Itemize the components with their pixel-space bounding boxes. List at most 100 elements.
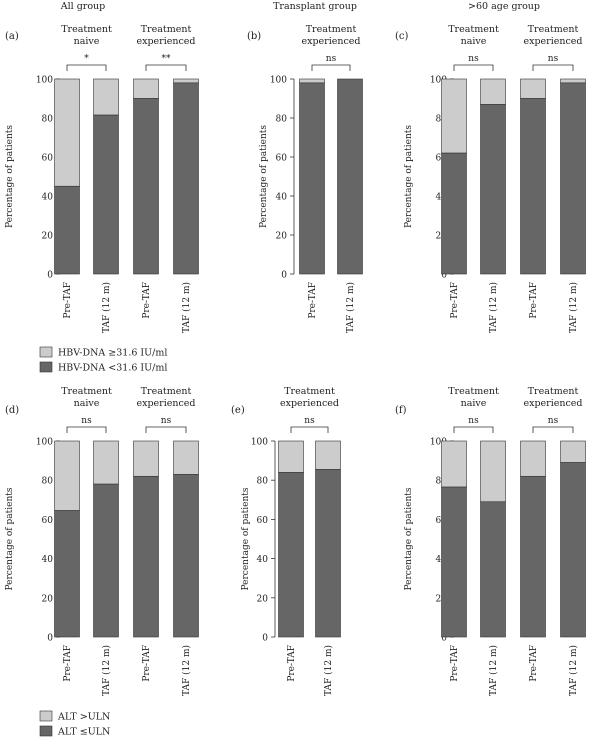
bar-segment-lower <box>173 474 199 638</box>
y-tick-label: 0 <box>47 271 53 281</box>
legend-alt-swatch-high <box>39 710 53 722</box>
legend-hbv-swatch-low <box>39 361 53 373</box>
bar-segment-upper <box>173 440 199 475</box>
legend-hbv-label-low: HBV-DNA <31.6 IU/ml <box>58 363 167 374</box>
x-category-label: Pre-TAF <box>450 645 460 682</box>
y-tick-label: 40 <box>257 555 269 565</box>
group-label-line2: naive <box>461 398 487 409</box>
bar-segment-lower <box>520 475 546 638</box>
y-tick-label: 0 <box>441 634 447 644</box>
significance-bracket <box>66 64 107 71</box>
group-label-line1: Treatment <box>448 24 499 35</box>
bar-segment-upper <box>520 440 546 477</box>
bar-segment-upper <box>480 78 506 105</box>
significance-label: ns <box>468 416 479 426</box>
y-axis-label: Percentage of patients <box>404 125 414 228</box>
group-label-line1: Treatment <box>141 24 192 35</box>
y-tick-label: 60 <box>276 154 288 164</box>
group-label-line2: experienced <box>301 36 360 47</box>
y-tick-label: 100 <box>36 76 53 86</box>
bar-segment-lower <box>560 462 586 638</box>
panel-label: (a) <box>5 31 19 42</box>
bar-segment-upper <box>133 78 159 99</box>
y-tick-label: 0 <box>281 271 287 281</box>
panel-b: (b) 0 20 40 60 80 100 Percentage of patients Pre… <box>247 24 363 333</box>
y-tick-label: 100 <box>251 438 268 448</box>
significance-bracket <box>532 64 574 71</box>
group-label-line2: experienced <box>280 398 339 409</box>
group-label-line2: naive <box>461 36 487 47</box>
y-tick-label: 80 <box>42 115 54 125</box>
significance-bracket <box>453 426 494 433</box>
significance-label: * <box>84 54 89 64</box>
y-tick-label: 0 <box>441 271 447 281</box>
significance-bracket <box>290 426 329 433</box>
group-label-line1: Treatment <box>528 24 579 35</box>
significance-bracket <box>453 64 494 71</box>
legend-alt-label-high: ALT >ULN <box>57 712 110 723</box>
bar-segment-upper <box>93 78 119 116</box>
y-tick-label: 60 <box>257 516 269 526</box>
legend-alt-label-low: ALT ≤ULN <box>57 727 110 738</box>
y-tick-label: 100 <box>270 76 287 86</box>
significance-label: ns <box>548 416 559 426</box>
bar-segment-upper <box>173 78 199 84</box>
y-axis-label: Percentage of patients <box>5 487 15 590</box>
y-tick-label: 100 <box>430 438 447 448</box>
y-axis-label: Percentage of patients <box>241 487 251 590</box>
y-tick-label: 40 <box>42 555 54 565</box>
y-tick-label: 20 <box>42 594 54 604</box>
bar-segment-upper <box>93 440 119 485</box>
group-label-line1: Treatment <box>61 386 112 397</box>
y-tick-label: 40 <box>276 193 288 203</box>
bar-segment-lower <box>133 98 159 275</box>
y-tick-label: 100 <box>36 438 53 448</box>
y-tick-label: 20 <box>42 232 54 242</box>
x-category-label: TAF (12 m) <box>181 282 192 333</box>
y-tick-label: 80 <box>257 477 269 487</box>
bar-segment-lower <box>337 78 363 275</box>
bar-segment-lower <box>520 98 546 275</box>
y-axis-label: Percentage of patients <box>5 125 15 228</box>
bar-segment-upper <box>520 78 546 99</box>
panel-e: (e) 0 20 40 60 80 100 Percentage of patients Pre… <box>231 386 341 696</box>
x-category-label: TAF (12 m) <box>101 282 112 333</box>
significance-bracket <box>311 64 351 71</box>
x-category-label: TAF (12 m) <box>101 645 112 696</box>
group-label-line1: Treatment <box>141 386 192 397</box>
legend-hbv-swatch-high <box>39 346 53 358</box>
bar-segment-lower <box>93 483 119 638</box>
bar-segment-lower <box>480 501 506 638</box>
panel-label: (d) <box>5 405 19 416</box>
y-tick-label: 0 <box>47 634 53 644</box>
group-label-line1: Treatment <box>306 24 357 35</box>
bar-segment-lower <box>480 104 506 275</box>
panel-label: (e) <box>231 405 245 416</box>
panel-a: (a) 0 20 40 60 80 100 Percentage of patients Pre… <box>5 24 199 333</box>
bar-segment-upper <box>299 78 325 84</box>
bar-segment-lower <box>54 185 80 275</box>
bar-segment-upper <box>441 440 467 488</box>
x-category-label: TAF (12 m) <box>323 645 334 696</box>
x-category-label: Pre-TAF <box>287 645 297 682</box>
y-tick-label: 60 <box>42 516 54 526</box>
x-category-label: Pre-TAF <box>529 282 539 319</box>
legend-hbv: HBV-DNA ≥31.6 IU/ml HBV-DNA <31.6 IU/ml <box>39 346 167 374</box>
x-category-label: TAF (12 m) <box>488 645 499 696</box>
x-category-label: TAF (12 m) <box>488 282 499 333</box>
group-label-line2: experienced <box>523 398 582 409</box>
significance-bracket <box>532 426 574 433</box>
significance-label: ns <box>326 54 337 64</box>
x-category-label: TAF (12 m) <box>181 645 192 696</box>
y-tick-label: 0 <box>262 634 268 644</box>
chart-panels: (a) 0 20 40 60 80 100 Percentage of patients Pre… <box>5 24 586 696</box>
x-category-label: Pre-TAF <box>308 282 318 319</box>
bar-segment-upper <box>480 440 506 503</box>
bar-segment-upper <box>278 440 304 473</box>
y-tick-label: 60 <box>42 154 54 164</box>
bar-segment-upper <box>560 440 586 463</box>
column-title-all-group: All group <box>60 1 106 12</box>
legend-hbv-label-high: HBV-DNA ≥31.6 IU/ml <box>58 348 167 359</box>
